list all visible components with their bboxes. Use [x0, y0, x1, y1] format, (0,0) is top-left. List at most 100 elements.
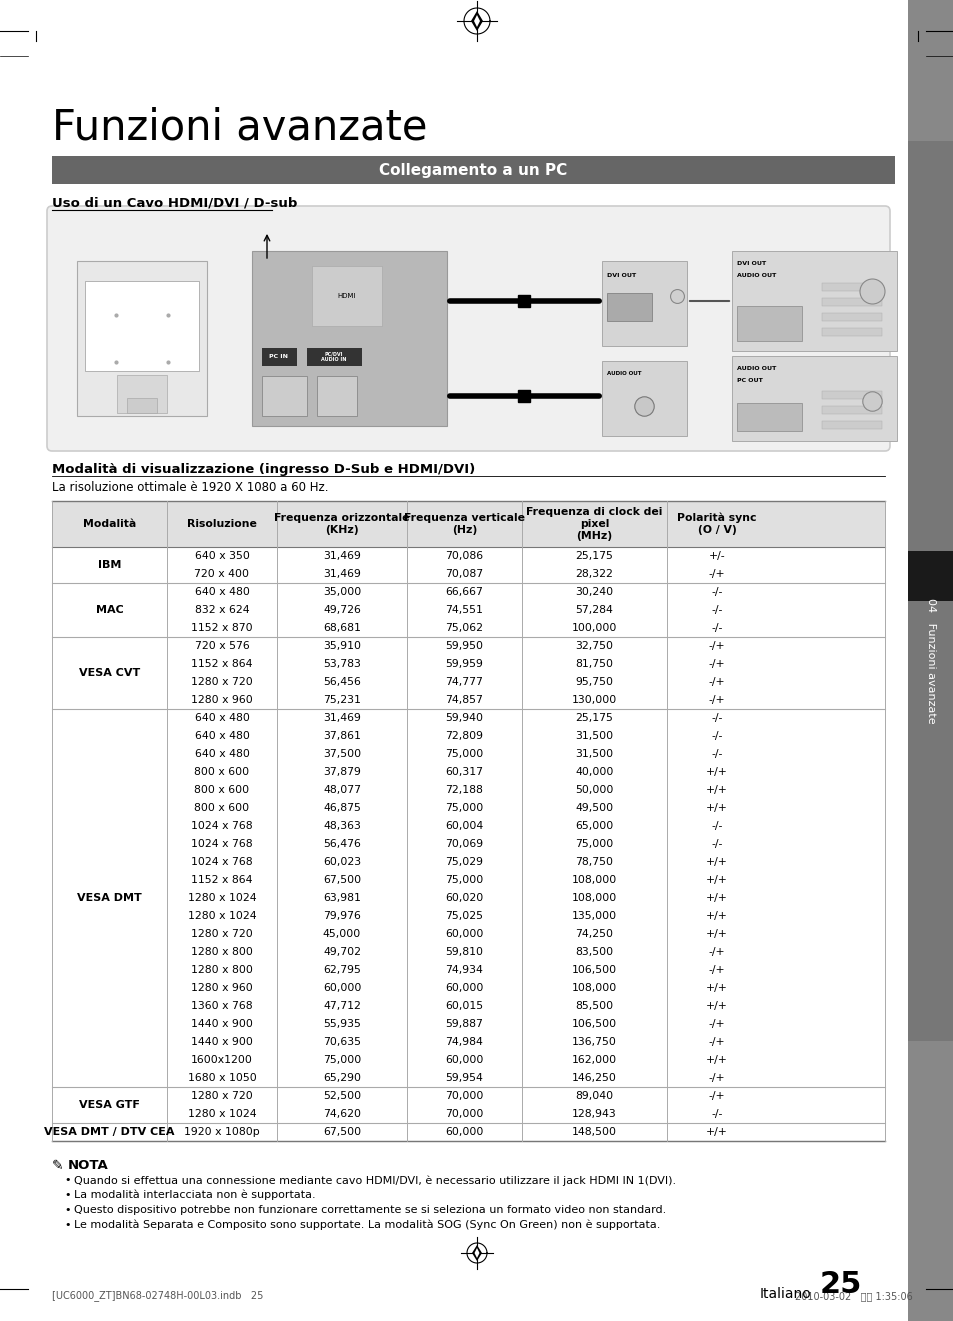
Text: Frequenza orizzontale
(KHz): Frequenza orizzontale (KHz): [274, 513, 410, 535]
Bar: [601, 361, 686, 436]
Text: 28,322: 28,322: [575, 569, 613, 579]
Text: 1280 x 1024: 1280 x 1024: [188, 893, 256, 904]
Bar: [252, 251, 447, 425]
Bar: [52, 655, 884, 672]
Text: 1280 x 960: 1280 x 960: [191, 983, 253, 993]
Text: +/+: +/+: [705, 875, 727, 885]
Text: MAC: MAC: [95, 605, 123, 616]
Text: 52,500: 52,500: [323, 1091, 360, 1100]
Text: 25,175: 25,175: [575, 713, 613, 723]
Text: 60,000: 60,000: [445, 929, 483, 939]
Text: Polarità sync
(O / V): Polarità sync (O / V): [677, 513, 756, 535]
Bar: [52, 835, 884, 853]
Text: HDMI: HDMI: [337, 293, 355, 299]
Text: La modalità interlacciata non è supportata.: La modalità interlacciata non è supporta…: [74, 1190, 315, 1201]
Text: 59,950: 59,950: [445, 641, 483, 651]
Text: 75,000: 75,000: [445, 875, 483, 885]
Text: 70,635: 70,635: [323, 1037, 360, 1048]
Text: 1024 x 768: 1024 x 768: [191, 839, 253, 849]
Text: 59,940: 59,940: [445, 713, 483, 723]
Text: 79,976: 79,976: [323, 911, 360, 921]
Text: 37,879: 37,879: [323, 768, 360, 777]
Text: 640 x 480: 640 x 480: [194, 587, 249, 597]
Text: Quando si effettua una connessione mediante cavo HDMI/DVI, è necessario utilizza: Quando si effettua una connessione media…: [74, 1174, 676, 1185]
Text: 60,000: 60,000: [322, 983, 361, 993]
Text: 74,250: 74,250: [575, 929, 613, 939]
Text: Le modalità Separata e Composito sono supportate. La modalità SOG (Sync On Green: Le modalità Separata e Composito sono su…: [74, 1221, 659, 1230]
Text: 106,500: 106,500: [572, 966, 617, 975]
Text: 162,000: 162,000: [572, 1055, 617, 1065]
Text: -/+: -/+: [708, 676, 724, 687]
Text: 59,810: 59,810: [445, 947, 483, 956]
Text: 59,954: 59,954: [445, 1073, 483, 1083]
Bar: [821, 313, 882, 321]
Text: 832 x 624: 832 x 624: [194, 605, 249, 616]
Text: PC IN: PC IN: [269, 354, 288, 359]
Text: 60,000: 60,000: [445, 1055, 483, 1065]
Text: +/+: +/+: [705, 1001, 727, 1011]
Text: PC OUT: PC OUT: [737, 378, 762, 383]
Text: 75,000: 75,000: [445, 803, 483, 812]
Text: 74,620: 74,620: [323, 1110, 360, 1119]
Text: 75,000: 75,000: [445, 749, 483, 760]
Text: 81,750: 81,750: [575, 659, 613, 668]
Text: +/+: +/+: [705, 785, 727, 795]
Text: +/+: +/+: [705, 911, 727, 921]
Bar: [52, 1069, 884, 1087]
Text: +/+: +/+: [705, 803, 727, 812]
Text: 31,500: 31,500: [575, 749, 613, 760]
Bar: [601, 262, 686, 346]
Bar: [52, 925, 884, 943]
Text: 108,000: 108,000: [571, 893, 617, 904]
Text: 108,000: 108,000: [571, 983, 617, 993]
Bar: [821, 283, 882, 291]
Bar: [52, 1123, 884, 1141]
Text: La risoluzione ottimale è 1920 X 1080 a 60 Hz.: La risoluzione ottimale è 1920 X 1080 a …: [52, 481, 328, 494]
Text: 800 x 600: 800 x 600: [194, 803, 250, 812]
Text: 65,290: 65,290: [323, 1073, 360, 1083]
Text: DVI OUT: DVI OUT: [737, 262, 765, 266]
Text: +/+: +/+: [705, 857, 727, 867]
Text: 1024 x 768: 1024 x 768: [191, 857, 253, 867]
Text: 59,959: 59,959: [445, 659, 483, 668]
Text: 75,025: 75,025: [445, 911, 483, 921]
Text: 74,777: 74,777: [445, 676, 483, 687]
Text: 1152 x 864: 1152 x 864: [191, 659, 253, 668]
Text: 800 x 600: 800 x 600: [194, 768, 250, 777]
Polygon shape: [474, 15, 479, 26]
Text: 46,875: 46,875: [323, 803, 360, 812]
Text: 31,469: 31,469: [323, 551, 360, 561]
Text: 75,000: 75,000: [575, 839, 613, 849]
Text: 30,240: 30,240: [575, 587, 613, 597]
Text: 37,861: 37,861: [323, 731, 360, 741]
Text: 70,000: 70,000: [445, 1091, 483, 1100]
Text: 1280 x 1024: 1280 x 1024: [188, 911, 256, 921]
Bar: [52, 781, 884, 799]
Text: 31,500: 31,500: [575, 731, 613, 741]
Bar: [52, 709, 884, 727]
Bar: [52, 1052, 884, 1069]
Text: 31,469: 31,469: [323, 569, 360, 579]
Bar: [52, 853, 884, 871]
Text: VESA DMT / DTV CEA: VESA DMT / DTV CEA: [44, 1127, 174, 1137]
Text: 32,750: 32,750: [575, 641, 613, 651]
Bar: [52, 620, 884, 637]
Text: 60,000: 60,000: [445, 983, 483, 993]
Text: +/+: +/+: [705, 768, 727, 777]
Text: 72,809: 72,809: [445, 731, 483, 741]
Text: Frequenza di clock dei
pixel
(MHz): Frequenza di clock dei pixel (MHz): [526, 506, 662, 542]
Text: 60,004: 60,004: [445, 820, 483, 831]
Text: 70,069: 70,069: [445, 839, 483, 849]
Text: 25: 25: [820, 1269, 862, 1299]
Text: -/+: -/+: [708, 947, 724, 956]
Bar: [52, 1104, 884, 1123]
Bar: [907, 141, 953, 551]
Text: •: •: [64, 1205, 71, 1215]
Bar: [52, 727, 884, 745]
Text: 148,500: 148,500: [572, 1127, 617, 1137]
Polygon shape: [474, 1248, 479, 1258]
Text: 48,363: 48,363: [323, 820, 360, 831]
Text: -/+: -/+: [708, 695, 724, 705]
Bar: [307, 347, 361, 366]
Text: AUDIO OUT: AUDIO OUT: [737, 273, 776, 277]
